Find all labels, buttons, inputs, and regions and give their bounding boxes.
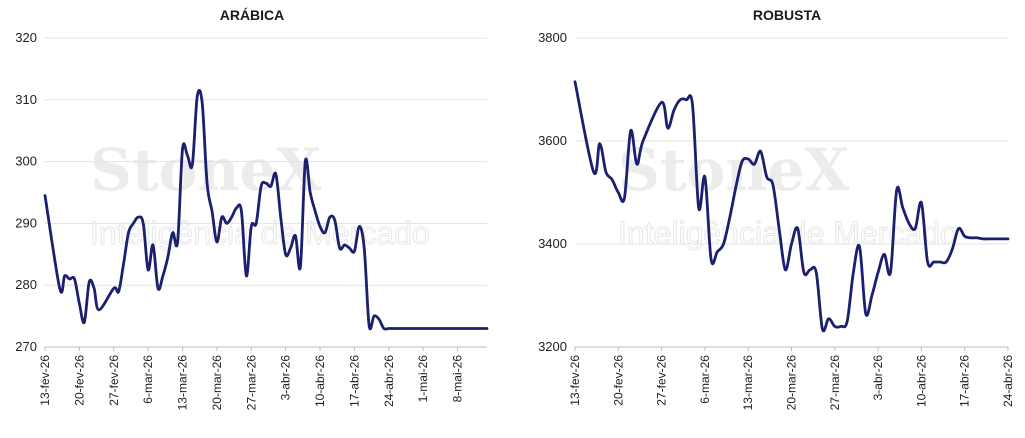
arabica-y-tick-label: 320 (15, 30, 37, 45)
robusta-price-line (573, 80, 1010, 333)
robusta-x-tick-label: 17-abr-26 (958, 355, 972, 407)
arabica-panel: ARÁBICA StoneX Inteligência de Mercado 2… (15, 7, 489, 411)
arabica-x-tick-label: 20-fev-26 (72, 355, 86, 406)
arabica-title: ARÁBICA (220, 7, 285, 23)
robusta-x-tick-label: 10-abr-26 (914, 355, 928, 407)
robusta-panel: ROBUSTA StoneX Inteligência de Mercado 3… (538, 7, 1015, 411)
robusta-y-tick-label: 3200 (538, 339, 567, 354)
arabica-x-tick-label: 13-mar-26 (176, 355, 190, 411)
robusta-y-tick-label: 3600 (538, 133, 567, 148)
arabica-x-tick-label: 13-fev-26 (38, 355, 52, 406)
arabica-y-tick-label: 290 (15, 215, 37, 230)
arabica-x-tick-label: 10-abr-26 (313, 355, 327, 407)
robusta-x-tick-label: 27-mar-26 (828, 355, 842, 411)
arabica-x-tick-label: 1-mai-26 (416, 355, 430, 403)
robusta-x-tick-label: 24-abr-26 (1001, 355, 1015, 407)
robusta-x-tick-label: 6-mar-26 (698, 355, 712, 404)
robusta-y-tick-label: 3800 (538, 30, 567, 45)
arabica-price-line (43, 88, 489, 331)
robusta-x-tick-label: 13-fev-26 (568, 355, 582, 406)
robusta-y-tick-label: 3400 (538, 236, 567, 251)
arabica-watermark-subtitle: Inteligência de Mercado (90, 215, 430, 251)
arabica-x-tick-label: 27-mar-26 (244, 355, 258, 411)
robusta-x-tick-label: 20-fev-26 (611, 355, 625, 406)
arabica-y-tick-label: 310 (15, 92, 37, 107)
robusta-x-tick-label: 27-fev-26 (655, 355, 669, 406)
arabica-x-tick-label: 8-mai-26 (451, 355, 465, 403)
robusta-x-tick-label: 20-mar-26 (785, 355, 799, 411)
arabica-x-tick-label: 17-abr-26 (347, 355, 361, 407)
arabica-x-tick-label: 27-fev-26 (107, 355, 121, 406)
robusta-title: ROBUSTA (753, 7, 821, 23)
arabica-x-tick-label: 3-abr-26 (279, 355, 293, 401)
arabica-x-tick-label: 6-mar-26 (141, 355, 155, 404)
arabica-y-tick-label: 280 (15, 277, 37, 292)
arabica-x-tick-label: 24-abr-26 (382, 355, 396, 407)
arabica-y-tick-label: 270 (15, 339, 37, 354)
robusta-x-tick-label: 13-mar-26 (741, 355, 755, 411)
arabica-y-tick-label: 300 (15, 154, 37, 169)
robusta-x-tick-label: 3-abr-26 (871, 355, 885, 401)
robusta-watermark-subtitle: Inteligência de Mercado (618, 215, 958, 251)
arabica-x-tick-label: 20-mar-26 (210, 355, 224, 411)
